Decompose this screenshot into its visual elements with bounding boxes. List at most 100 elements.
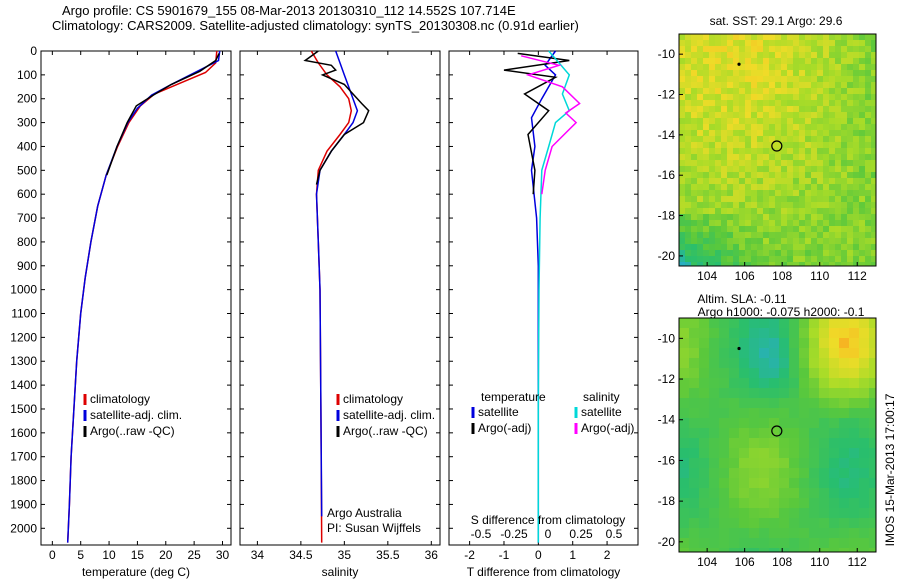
heatmap-cell	[869, 418, 876, 428]
heatmap-cell	[829, 58, 835, 64]
heatmap-cell	[865, 214, 871, 220]
heatmap-cell	[757, 52, 763, 58]
heatmap-cell	[719, 508, 729, 518]
heatmap-cell	[709, 244, 715, 250]
heatmap-cell	[703, 178, 709, 184]
heatmap-cell	[739, 318, 749, 328]
heatmap-cell	[691, 226, 697, 232]
heatmap-cell	[751, 130, 757, 136]
heatmap-cell	[817, 124, 823, 130]
heatmap-cell	[697, 142, 703, 148]
heatmap-cell	[727, 226, 733, 232]
heatmap-cell	[715, 160, 721, 166]
heatmap-cell	[719, 328, 729, 338]
legend-label-s-1: Argo(-adj)	[581, 421, 634, 435]
heatmap-cell	[829, 82, 835, 88]
heatmap-cell	[775, 160, 781, 166]
heatmap-cell	[799, 328, 809, 338]
heatmap-cell	[775, 214, 781, 220]
heatmap-cell	[733, 136, 739, 142]
heatmap-cell	[745, 166, 751, 172]
heatmap-cell	[763, 136, 769, 142]
heatmap-cell	[733, 244, 739, 250]
heatmap-cell	[853, 172, 859, 178]
heatmap-cell	[763, 220, 769, 226]
heatmap-cell	[819, 348, 829, 358]
heatmap-cell	[805, 46, 811, 52]
heatmap-cell	[793, 196, 799, 202]
heatmap-cell	[709, 154, 715, 160]
heatmap-cell	[841, 148, 847, 154]
heatmap-cell	[841, 166, 847, 172]
heatmap-cell	[699, 498, 709, 508]
heatmap-cell	[679, 136, 685, 142]
heatmap-cell	[757, 244, 763, 250]
heatmap-cell	[775, 106, 781, 112]
heatmap-cell	[751, 262, 757, 266]
heatmap-cell	[685, 190, 691, 196]
heatmap-cell	[739, 88, 745, 94]
heatmap-cell	[739, 52, 745, 58]
heatmap-cell	[829, 348, 839, 358]
heatmap-cell	[721, 34, 727, 40]
heatmap-cell	[691, 232, 697, 238]
heatmap-cell	[763, 172, 769, 178]
heatmap-cell	[811, 154, 817, 160]
heatmap-cell	[769, 348, 779, 358]
heatmap-cell	[729, 318, 739, 328]
heatmap-cell	[779, 478, 789, 488]
heatmap-cell	[835, 100, 841, 106]
heatmap-cell	[769, 256, 775, 262]
heatmap-cell	[769, 488, 779, 498]
heatmap-cell	[859, 438, 869, 448]
heatmap-cell	[733, 106, 739, 112]
heatmap-cell	[739, 468, 749, 478]
heatmap-cell	[809, 548, 819, 552]
heatmap-cell	[721, 106, 727, 112]
heatmap-cell	[841, 100, 847, 106]
heatmap-cell	[739, 518, 749, 528]
heatmap-cell	[859, 528, 869, 538]
heatmap-cell	[727, 172, 733, 178]
heatmap-cell	[729, 478, 739, 488]
heatmap-cell	[789, 388, 799, 398]
heatmap-cell	[739, 46, 745, 52]
heatmap-cell	[729, 338, 739, 348]
heatmap-cell	[715, 244, 721, 250]
heatmap-cell	[829, 172, 835, 178]
heatmap-cell	[691, 58, 697, 64]
heatmap-cell	[703, 52, 709, 58]
heatmap-cell	[817, 148, 823, 154]
heatmap-cell	[839, 368, 849, 378]
heatmap-cell	[697, 58, 703, 64]
y-tick-label: 1300	[10, 354, 37, 368]
heatmap-cell	[699, 318, 709, 328]
heatmap-cell	[751, 154, 757, 160]
heatmap-cell	[679, 232, 685, 238]
y-tick-label: 1700	[10, 450, 37, 464]
heatmap-cell	[697, 178, 703, 184]
heatmap-cell	[721, 58, 727, 64]
heatmap-cell	[703, 220, 709, 226]
heatmap-cell	[823, 82, 829, 88]
heatmap-cell	[769, 226, 775, 232]
heatmap-cell	[793, 250, 799, 256]
heatmap-cell	[729, 328, 739, 338]
y-tick-label: 0	[30, 44, 37, 58]
heatmap-cell	[853, 154, 859, 160]
heatmap-cell	[789, 378, 799, 388]
heatmap-cell	[819, 378, 829, 388]
heatmap-cell	[751, 196, 757, 202]
map-dot-marker	[737, 346, 741, 351]
heatmap-cell	[817, 94, 823, 100]
heatmap-cell	[715, 238, 721, 244]
heatmap-cell	[751, 148, 757, 154]
heatmap-cell	[715, 202, 721, 208]
heatmap-cell	[685, 112, 691, 118]
heatmap-cell	[823, 214, 829, 220]
heatmap-cell	[865, 94, 871, 100]
heatmap-cell	[819, 458, 829, 468]
heatmap-cell	[739, 136, 745, 142]
heatmap-cell	[769, 214, 775, 220]
heatmap-cell	[823, 250, 829, 256]
